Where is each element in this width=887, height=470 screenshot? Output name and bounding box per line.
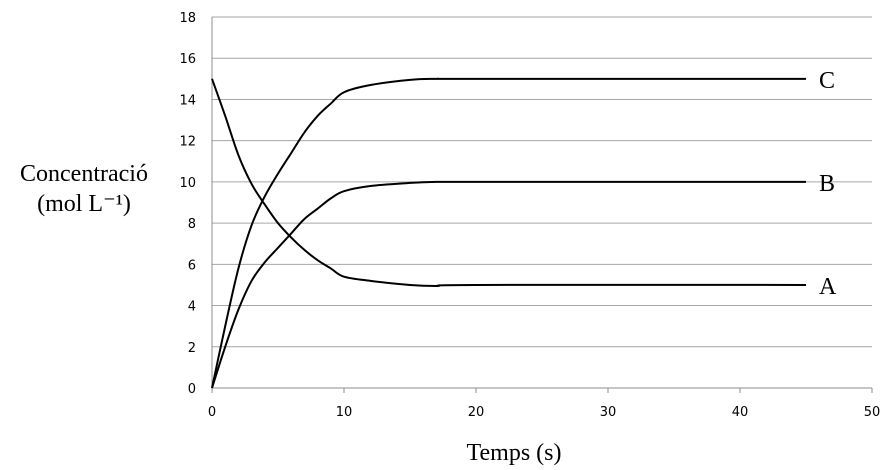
series-line-C [211, 77, 806, 389]
x-tick-labels: 0 10 20 30 40 50 [208, 405, 880, 420]
series-line-A [211, 78, 807, 287]
series-label-A: A [819, 274, 837, 300]
x-tick-40: 40 [732, 405, 749, 420]
axes [211, 17, 873, 393]
y-axis-title-line2: (mol L⁻¹) [37, 191, 131, 217]
series-label-C: C [819, 68, 835, 94]
series-labels: A B C [819, 68, 837, 300]
x-tick-0: 0 [208, 405, 216, 420]
y-tick-2: 2 [188, 341, 196, 356]
series-label-B: B [819, 171, 835, 197]
y-tick-10: 10 [179, 176, 196, 191]
x-axis-title: Temps (s) [467, 440, 562, 466]
y-tick-8: 8 [188, 217, 196, 232]
y-tick-labels: 0 2 4 6 8 10 12 14 16 18 [179, 11, 196, 397]
y-tick-18: 18 [179, 11, 196, 26]
series-lines [211, 77, 807, 389]
x-tick-10: 10 [336, 405, 353, 420]
y-tick-14: 14 [179, 93, 196, 108]
x-tick-20: 20 [468, 405, 485, 420]
x-tick-50: 50 [864, 405, 881, 420]
y-tick-4: 4 [188, 300, 196, 315]
x-tick-30: 30 [600, 405, 617, 420]
y-tick-12: 12 [179, 135, 196, 150]
y-tick-6: 6 [188, 258, 196, 273]
y-tick-0: 0 [188, 382, 196, 397]
y-tick-16: 16 [179, 52, 196, 67]
y-axis-title-line1: Concentració [20, 161, 148, 187]
series-line-B [211, 180, 806, 389]
